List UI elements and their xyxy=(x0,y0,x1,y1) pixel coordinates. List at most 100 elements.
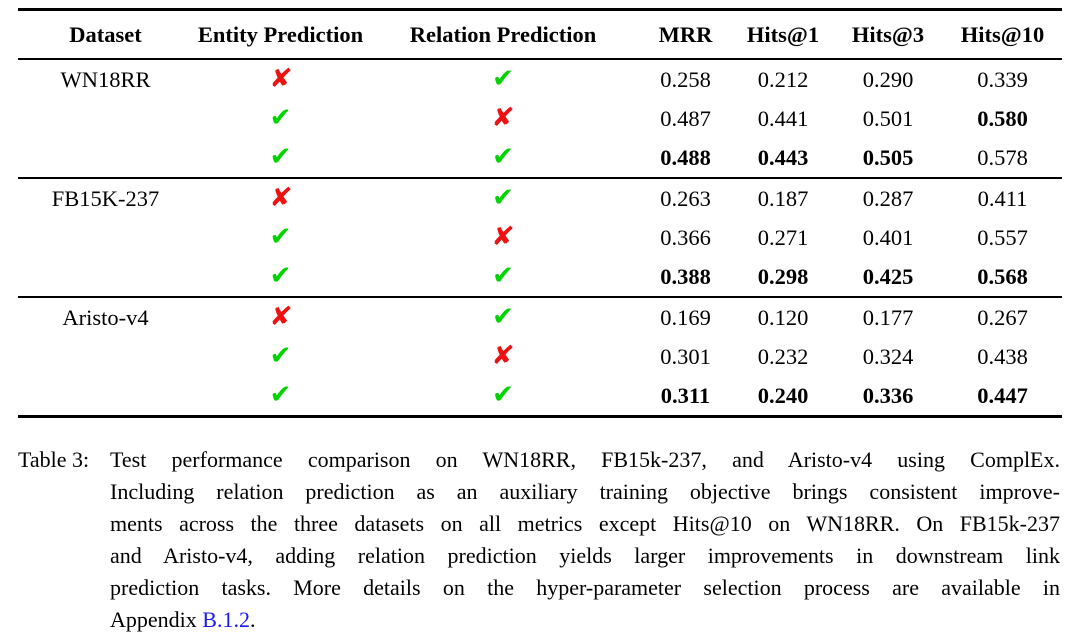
hits3-value: 0.505 xyxy=(862,144,914,170)
cross-icon: ✘ xyxy=(490,103,516,133)
table-row: FB15K-237 ✘ ✔ 0.263 0.187 0.287 0.411 xyxy=(18,179,1062,218)
hits1-value: 0.212 xyxy=(757,66,809,92)
entity-prediction-cell: ✔ xyxy=(193,343,368,370)
hits1-value: 0.240 xyxy=(757,382,809,408)
cross-icon: ✘ xyxy=(268,302,293,332)
hits10-value: 0.580 xyxy=(977,105,1028,131)
cross-icon: ✘ xyxy=(490,341,516,371)
entity-prediction-cell: ✔ xyxy=(193,105,368,132)
hits10-value: 0.438 xyxy=(977,343,1028,369)
check-icon: ✔ xyxy=(269,341,292,371)
table-row: ✔ ✔ 0.388 0.298 0.425 0.568 xyxy=(18,257,1062,296)
table-row: WN18RR ✘ ✔ 0.258 0.212 0.290 0.339 xyxy=(18,60,1062,99)
entity-prediction-cell: ✔ xyxy=(193,263,368,290)
cross-icon: ✘ xyxy=(490,222,516,252)
mrr-value: 0.311 xyxy=(660,382,711,408)
check-icon: ✔ xyxy=(269,103,292,133)
header-hits10: Hits@10 xyxy=(960,21,1045,47)
check-icon: ✔ xyxy=(492,261,514,291)
appendix-link[interactable]: B.1.2 xyxy=(202,607,250,632)
check-icon: ✔ xyxy=(269,222,292,252)
hits1-value: 0.271 xyxy=(757,224,809,250)
relation-prediction-cell: ✘ xyxy=(368,341,638,371)
hits10-value: 0.557 xyxy=(977,224,1028,250)
header-relation-prediction: Relation Prediction xyxy=(409,21,597,47)
header-mrr: MRR xyxy=(658,21,713,47)
check-icon: ✔ xyxy=(269,261,292,291)
caption-line: Test performance comparison on WN18RR, F… xyxy=(110,447,1060,472)
hits1-value: 0.232 xyxy=(757,343,809,369)
relation-prediction-cell: ✔ xyxy=(368,382,638,409)
group-wn18rr: WN18RR ✘ ✔ 0.258 0.212 0.290 0.339 ✔ ✘ 0… xyxy=(18,60,1062,177)
mrr-value: 0.388 xyxy=(660,263,711,289)
dataset-label: FB15K-237 xyxy=(51,185,160,211)
entity-prediction-cell: ✔ xyxy=(193,382,368,409)
mrr-value: 0.488 xyxy=(660,144,711,170)
check-icon: ✔ xyxy=(492,380,514,410)
hits3-value: 0.425 xyxy=(862,263,914,289)
mrr-value: 0.258 xyxy=(660,66,711,92)
dataset-label: WN18RR xyxy=(60,66,151,92)
dataset-label: Aristo-v4 xyxy=(62,304,149,330)
caption-text: Test performance comparison on WN18RR, F… xyxy=(110,444,1060,636)
entity-prediction-cell: ✘ xyxy=(193,183,368,213)
relation-prediction-cell: ✔ xyxy=(368,263,638,290)
header-dataset: Dataset xyxy=(69,21,142,47)
relation-prediction-cell: ✔ xyxy=(368,144,638,171)
results-table: Dataset Entity Prediction Relation Predi… xyxy=(18,8,1062,418)
group-aristo-v4: Aristo-v4 ✘ ✔ 0.169 0.120 0.177 0.267 ✔ … xyxy=(18,296,1062,415)
check-icon: ✔ xyxy=(269,142,292,172)
hits10-value: 0.568 xyxy=(977,263,1028,289)
header-hits3: Hits@3 xyxy=(851,21,925,47)
hits1-value: 0.187 xyxy=(757,185,809,211)
check-icon: ✔ xyxy=(492,302,514,332)
hits10-value: 0.447 xyxy=(977,382,1028,408)
table-row: ✔ ✘ 0.366 0.271 0.401 0.557 xyxy=(18,218,1062,257)
hits1-value: 0.120 xyxy=(757,304,809,330)
relation-prediction-cell: ✔ xyxy=(368,66,638,93)
relation-prediction-cell: ✘ xyxy=(368,103,638,133)
hits10-value: 0.411 xyxy=(977,185,1028,211)
cross-icon: ✘ xyxy=(268,64,293,94)
mrr-value: 0.263 xyxy=(660,185,711,211)
entity-prediction-cell: ✔ xyxy=(193,224,368,251)
header-entity-prediction: Entity Prediction xyxy=(197,21,364,47)
caption-line: Including relation prediction as an auxi… xyxy=(110,479,1060,504)
table-row: Aristo-v4 ✘ ✔ 0.169 0.120 0.177 0.267 xyxy=(18,298,1062,337)
entity-prediction-cell: ✘ xyxy=(193,64,368,94)
mrr-value: 0.169 xyxy=(660,304,711,330)
table-row: ✔ ✘ 0.487 0.441 0.501 0.580 xyxy=(18,99,1062,138)
hits10-value: 0.267 xyxy=(977,304,1028,330)
hits3-value: 0.287 xyxy=(862,185,914,211)
caption-line: Appendix B.1.2. xyxy=(110,604,1060,636)
check-icon: ✔ xyxy=(492,142,514,172)
group-fb15k237: FB15K-237 ✘ ✔ 0.263 0.187 0.287 0.411 ✔ … xyxy=(18,177,1062,296)
check-icon: ✔ xyxy=(492,64,514,94)
hits3-value: 0.324 xyxy=(862,343,914,369)
caption-line: prediction tasks. More details on the hy… xyxy=(110,575,1060,600)
cross-icon: ✘ xyxy=(268,183,293,213)
hits1-value: 0.298 xyxy=(757,263,809,289)
entity-prediction-cell: ✘ xyxy=(193,302,368,332)
header-hits1: Hits@1 xyxy=(746,21,820,47)
hits3-value: 0.401 xyxy=(862,224,914,250)
caption-last-line-suffix: . xyxy=(249,607,256,632)
mrr-value: 0.301 xyxy=(660,343,711,369)
hits10-value: 0.578 xyxy=(977,144,1028,170)
check-icon: ✔ xyxy=(492,183,514,213)
table-header-row: Dataset Entity Prediction Relation Predi… xyxy=(18,11,1062,60)
mrr-value: 0.366 xyxy=(660,224,711,250)
hits3-value: 0.336 xyxy=(862,382,914,408)
hits10-value: 0.339 xyxy=(977,66,1028,92)
caption-line: and Aristo-v4, adding relation predictio… xyxy=(110,543,1060,568)
table-row: ✔ ✔ 0.311 0.240 0.336 0.447 xyxy=(18,376,1062,415)
mrr-value: 0.487 xyxy=(660,105,711,131)
table-caption: Table 3: Test performance comparison on … xyxy=(18,444,1062,636)
hits3-value: 0.290 xyxy=(862,66,914,92)
hits3-value: 0.177 xyxy=(862,304,914,330)
hits1-value: 0.443 xyxy=(757,144,809,170)
hits1-value: 0.441 xyxy=(757,105,809,131)
table-row: ✔ ✘ 0.301 0.232 0.324 0.438 xyxy=(18,337,1062,376)
relation-prediction-cell: ✔ xyxy=(368,304,638,331)
check-icon: ✔ xyxy=(269,380,292,410)
